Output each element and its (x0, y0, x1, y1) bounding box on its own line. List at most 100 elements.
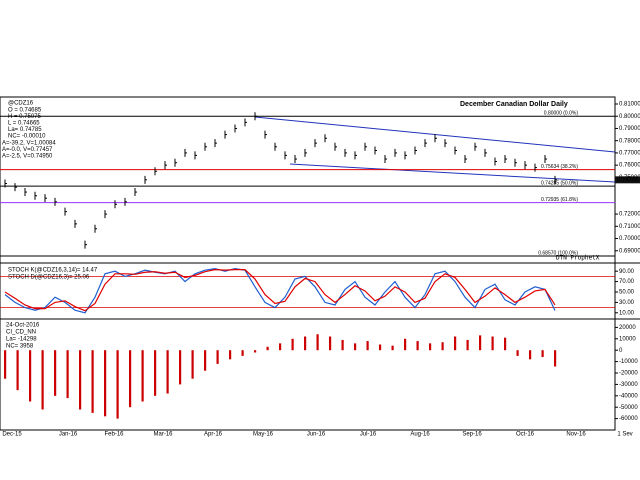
bar (254, 350, 257, 353)
x-tick-label: Apr-16 (204, 432, 223, 438)
bar (504, 337, 507, 351)
y-tick-label: -30000 (619, 382, 638, 388)
source: DTN ProphetX (556, 255, 600, 262)
x-tick-label: May-16 (253, 432, 274, 438)
retracement-label: 0.80000 (0.0%) (544, 111, 579, 117)
channel-info: A=-0.0, V=0.77457 (2, 147, 53, 153)
y-tick-label: -40000 (619, 393, 638, 399)
channel-info: A=-2.5, V=0.74950 (2, 154, 53, 160)
x-tick-label: Aug-16 (410, 432, 430, 438)
bar (129, 350, 132, 408)
bar (216, 350, 219, 364)
y-tick-label: -60000 (619, 416, 638, 422)
chart-title: December Canadian Dollar Daily (460, 101, 568, 108)
bar (79, 350, 82, 410)
y-tick-label: 50.00 (619, 290, 635, 296)
bar (329, 336, 332, 351)
y-tick-label: 30.00 (619, 300, 635, 306)
x-tick-label: Sep-16 (462, 432, 482, 438)
bar (204, 350, 207, 371)
x-tick-label: Oct-16 (516, 432, 535, 438)
y-tick-label: 10.00 (619, 310, 635, 316)
bar (4, 350, 7, 379)
bar (179, 350, 182, 385)
bar (141, 350, 144, 402)
cot-date: 24-Oct-2016 (6, 323, 40, 329)
quote: H = 0.75075 (8, 114, 42, 120)
bar (279, 343, 282, 351)
bar (429, 343, 432, 351)
bar (91, 350, 94, 413)
retracement-label: 0.72935 (61.8%) (541, 197, 578, 203)
bar (54, 350, 57, 396)
quote: L = 0.74665 (8, 121, 40, 127)
bar (291, 338, 294, 351)
y-tick-label: 90.00 (619, 269, 635, 275)
bar (341, 339, 344, 351)
bar (116, 350, 119, 419)
bar (29, 350, 32, 402)
bar (304, 336, 307, 351)
bar (529, 350, 532, 360)
y-tick-label: 0.77000 (619, 151, 640, 157)
bar (104, 350, 107, 417)
bar (391, 345, 394, 351)
y-tick-label: 0.81000 (619, 102, 640, 108)
bar (491, 336, 494, 351)
last-price-box (615, 176, 640, 184)
y-tick-label: 0 (619, 348, 623, 354)
retracement-label: 0.75634 (38.2%) (541, 164, 578, 170)
last-price: 0.74785 (617, 177, 639, 183)
x-tick-label: Feb-16 (104, 432, 124, 438)
y-tick-label: 0.71000 (619, 224, 640, 230)
y-tick-label: 0.78000 (619, 138, 640, 144)
y-tick-label: 0.80000 (619, 114, 640, 120)
legend-entry: STOCH D(@CDZ16,3)= 25.06 (8, 275, 90, 281)
bar (366, 341, 369, 351)
y-tick-label: 0.79000 (619, 126, 640, 132)
bar (154, 350, 157, 396)
retracement-label: 0.68570 (100.0%) (538, 250, 578, 256)
cot-name: CI_CD_NN (6, 330, 36, 336)
x-tick-label: Dec-15 (2, 432, 22, 438)
bar (541, 350, 544, 358)
y-tick-label: -10000 (619, 359, 638, 365)
quote: NC= -0.00010 (8, 134, 46, 140)
y-tick-label: -20000 (619, 371, 638, 377)
x-tick-label: 1 Sev (617, 432, 632, 438)
quote: La= -14298 (6, 337, 37, 343)
bar (266, 346, 269, 351)
symbol: @CDZ16 (8, 101, 34, 107)
bar (41, 350, 44, 410)
bar (66, 350, 69, 399)
y-tick-label: 0.69000 (619, 248, 640, 254)
quote: O = 0.74685 (8, 108, 42, 114)
bar (516, 350, 519, 356)
bar (241, 350, 244, 356)
y-tick-label: 0.70000 (619, 236, 640, 242)
bar (441, 342, 444, 351)
y-tick-label: 10000 (619, 336, 636, 342)
x-tick-label: Jan-16 (59, 432, 78, 438)
bar (479, 335, 482, 351)
y-tick-label: 70.00 (619, 279, 635, 285)
x-tick-label: Mar-16 (153, 432, 173, 438)
bar (354, 343, 357, 351)
y-tick-label: -50000 (619, 405, 638, 411)
bar (316, 334, 319, 351)
retracement-label: 0.74285 (50.0%) (541, 180, 578, 186)
bar (191, 350, 194, 379)
x-tick-label: Jul-16 (360, 432, 377, 438)
bar (466, 339, 469, 351)
bar (379, 344, 382, 351)
y-tick-label: 0.76000 (619, 163, 640, 169)
bar (416, 341, 419, 351)
bar (166, 350, 169, 394)
bar (454, 336, 457, 351)
quote: NC= 3958 (6, 344, 34, 350)
bar (229, 350, 232, 360)
stoch-line (4, 269, 556, 312)
y-tick-label: 0.72000 (619, 212, 640, 218)
